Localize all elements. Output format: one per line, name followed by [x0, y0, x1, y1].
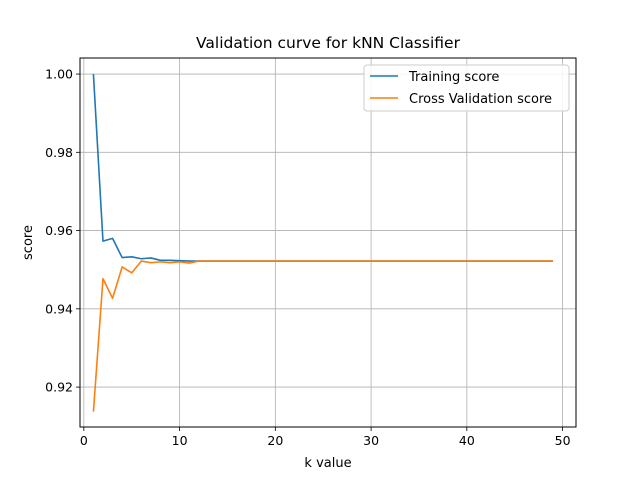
- legend-box: [363, 64, 570, 112]
- x-tick-label: 30: [363, 433, 379, 448]
- y-tick-label: 0.94: [45, 301, 73, 316]
- y-tick-label: 0.92: [45, 380, 73, 395]
- x-tick-label: 50: [555, 433, 571, 448]
- y-axis-label: score: [21, 225, 36, 260]
- x-tick-label: 20: [267, 433, 283, 448]
- y-tick-label: 0.98: [45, 145, 73, 160]
- x-tick-label: 40: [459, 433, 475, 448]
- series-lines: [92, 73, 554, 412]
- legend-label-cross-validation: Cross Validation score: [409, 92, 552, 107]
- x-axis-label: k value: [304, 456, 351, 471]
- y-tick-label: 1.00: [45, 67, 73, 82]
- legend-label-training: Training score: [408, 70, 499, 85]
- chart-title: Validation curve for kNN Classifier: [196, 34, 461, 52]
- x-tick-label: 10: [172, 433, 188, 448]
- y-tick-label: 0.96: [45, 223, 73, 238]
- cross-validation-score-line: [92, 260, 554, 412]
- x-tick-label: 0: [80, 433, 88, 448]
- legend: Training score Cross Validation score: [363, 64, 570, 112]
- plot-frame: [79, 57, 577, 428]
- axis-ticks: 0 10 20 30 40 50 0.92 0.94 0.96 0.98 1.00: [45, 67, 570, 448]
